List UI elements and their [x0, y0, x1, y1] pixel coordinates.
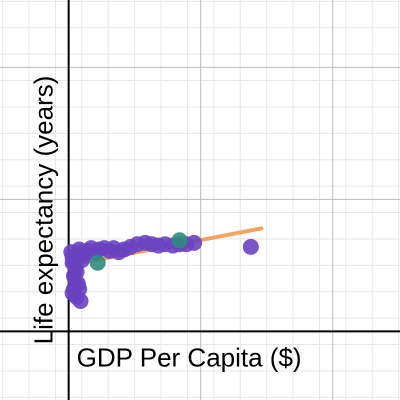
- data-point: [242, 238, 259, 255]
- y-axis-label: Life expectancy (years): [29, 76, 59, 345]
- x-axis-label: GDP Per Capita ($): [77, 342, 302, 372]
- data-point: [89, 254, 106, 271]
- data-point: [71, 281, 88, 298]
- points-group: [63, 232, 259, 309]
- data-point: [186, 234, 203, 251]
- data-point: [171, 232, 188, 249]
- data-point: [76, 246, 93, 263]
- data-point: [72, 292, 89, 309]
